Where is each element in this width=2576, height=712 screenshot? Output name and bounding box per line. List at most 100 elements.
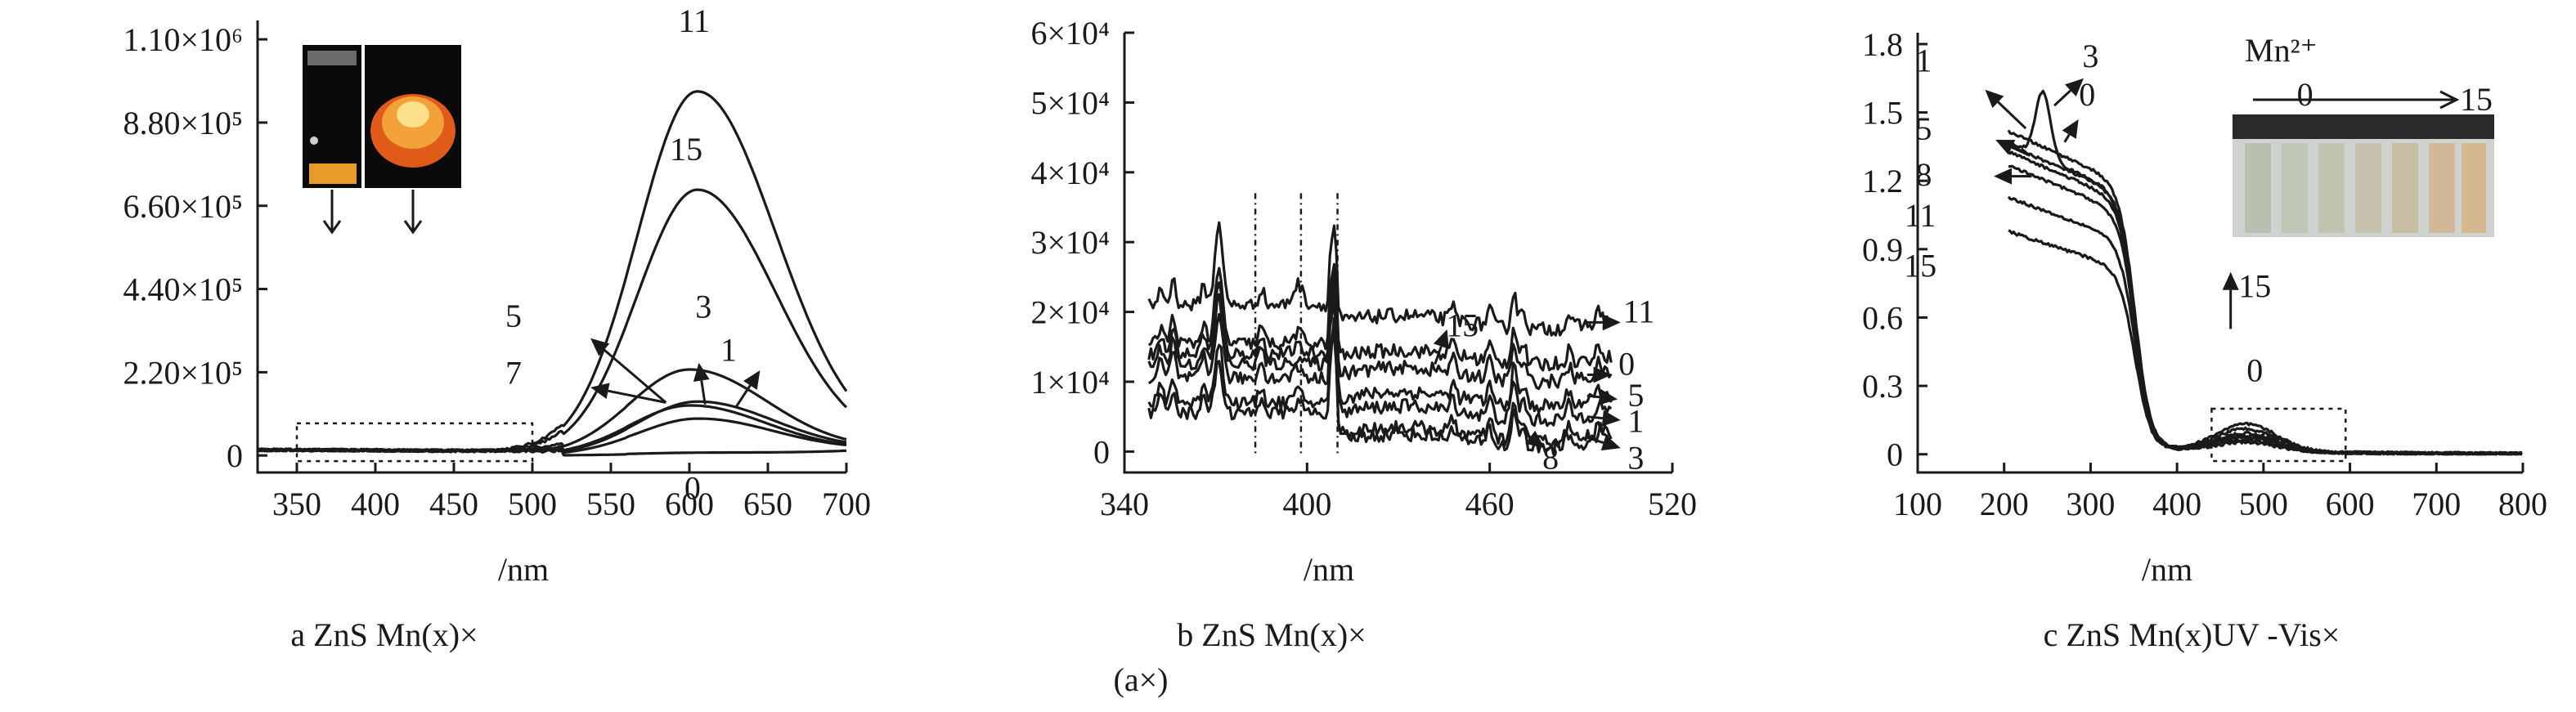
annotation-arrow	[2063, 133, 2071, 143]
panel-c-x-tick-label: 400	[2152, 486, 2201, 522]
panel-b-y-tick-label: 4×10⁴	[1030, 154, 1110, 191]
series-label-11: 11	[1623, 293, 1655, 329]
annotation-arrow	[1586, 394, 1600, 399]
panel-c-y-tick-label: 1.2	[1862, 163, 1903, 199]
series-label-0: 0	[2079, 76, 2095, 113]
panel-c-x-tick-label: 300	[2066, 486, 2115, 522]
inset-end-label: 15	[2460, 81, 2493, 118]
panel-b-x-tick-label: 340	[1100, 486, 1149, 522]
panel-b-x-tick-label: 520	[1648, 486, 1697, 522]
annotation-arrowhead	[1433, 329, 1449, 350]
panel-c-x-tick-label: 700	[2412, 486, 2461, 522]
panel-a-chart: 350 400 450 500 550 600 650 70002.20×10⁵4.40×10…	[123, 2, 871, 653]
panel-c-x-tick-label: 800	[2498, 486, 2547, 522]
annotation-arrowhead	[1525, 430, 1545, 449]
annotation-arrowhead	[693, 362, 710, 383]
panel-b-y-tick-label: 1×10⁴	[1030, 364, 1110, 401]
panel-b-caption-line2: (a×)	[1114, 661, 1169, 698]
series-label-15: 15	[1904, 247, 1936, 284]
series-label-1: 1	[1627, 402, 1644, 439]
series-label-15: 15	[1446, 307, 1479, 343]
panel-b-chart: 340 400 460 520 0 1×10⁴ 2×10⁴ 3×10⁴ 4×10⁴ 5×10⁴ 6×…	[1030, 15, 1697, 698]
inset-mn-label: Mn²⁺	[2245, 32, 2318, 69]
panel-b-x-tick-label: 400	[1282, 486, 1331, 522]
panel-c-chart: 100 200 300 400 500 600 700 80000.30.60.91.21.5…	[1862, 26, 2547, 653]
annotation-arrowhead	[743, 370, 761, 390]
series-label-11: 11	[679, 2, 711, 39]
panel-a-x-tick-label: 350	[272, 486, 321, 522]
panel-b-y-tick-label: 3×10⁴	[1030, 224, 1110, 261]
annotation-arrowhead	[1994, 168, 2013, 185]
zoom-region-box	[295, 422, 534, 463]
panel-c-axes: 100 200 300 400 500 600 700 80000.30.60.91.21.5…	[1862, 26, 2547, 522]
panel-c-x-tick-label: 100	[1893, 486, 1942, 522]
inset-arrow	[2253, 90, 2460, 110]
panel-b-x-tick-label: 460	[1465, 486, 1515, 522]
panel-a-y-tick-label: 0	[227, 437, 243, 474]
panel-b-x-axis-label: /nm	[1304, 551, 1354, 588]
series-label-5: 5	[1627, 377, 1644, 414]
panel-a-x-tick-label: 700	[822, 486, 871, 522]
panel-c-x-axis-label: /nm	[2142, 551, 2192, 588]
vials-photo-inset	[2233, 114, 2494, 237]
annotation-arrow	[1434, 346, 1443, 365]
annotation-arrowhead	[2065, 78, 2084, 97]
panel-a-x-tick-label: 550	[586, 486, 635, 522]
panel-b-axes: 340 400 460 520 0 1×10⁴ 2×10⁴ 3×10⁴ 4×10⁴ 5×10⁴ 6×…	[1030, 15, 1697, 522]
panel-c-y-tick-label: 1.8	[1862, 26, 1903, 63]
panel-b-caption: b ZnS Mn(x)×	[1177, 616, 1366, 653]
series-label-11: 11	[1905, 197, 1936, 234]
series-label-1: 1	[720, 331, 737, 368]
panel-b-y-tick-label: 2×10⁴	[1030, 294, 1110, 331]
annotation-arrow	[2011, 146, 2031, 157]
panel-a-axes: 350 400 450 500 550 600 650 70002.20×10⁵4.40×10…	[123, 20, 871, 522]
spectrum-curve-0	[1147, 273, 1613, 391]
zoom-region-box	[2210, 407, 2347, 463]
series-label-8: 8	[1542, 440, 1559, 477]
panel-c-y-tick-label: 1.5	[1862, 95, 1903, 132]
annotation-arrowhead	[2222, 271, 2239, 290]
panel-a-x-tick-label: 500	[508, 486, 557, 522]
series-label-8: 8	[1915, 156, 1932, 193]
series-label-0: 0	[1618, 345, 1635, 382]
annotation-arrow	[1586, 415, 1603, 420]
panel-c-x-tick-label: 500	[2239, 486, 2288, 522]
series-label-5: 5	[505, 298, 522, 334]
annotation-arrow	[735, 384, 752, 407]
series-label-5: 5	[1915, 110, 1932, 147]
panel-a-x-tick-label: 600	[665, 486, 714, 522]
series-label-0: 0	[684, 469, 701, 506]
series-label-1: 1	[1915, 42, 1932, 78]
annotation-arrow	[1997, 101, 2027, 130]
panel-a-caption: a ZnS Mn(x)×	[290, 616, 478, 653]
annotation-arrowhead	[1602, 314, 1621, 331]
panel-a-y-tick-label: 1.10×10⁶	[123, 21, 243, 58]
annotation-arrow	[1525, 432, 1532, 438]
absorption-curve-15	[2008, 229, 2523, 456]
panel-c-x-tick-label: 600	[2326, 486, 2375, 522]
panel-c-y-tick-label: 0.3	[1862, 368, 1903, 405]
emission-curve-0	[257, 447, 847, 457]
panel-c-caption: c ZnS Mn(x)UV -Vis×	[2044, 616, 2340, 653]
series-label-15: 15	[670, 131, 702, 168]
annotation-arrow	[1586, 436, 1604, 444]
series-label-3: 3	[1627, 440, 1644, 477]
annotation-arrowhead	[1985, 89, 2004, 109]
spectrum-curve-11	[1147, 221, 1613, 337]
panel-b-y-tick-label: 6×10⁴	[1030, 15, 1110, 51]
annotation-arrow	[608, 389, 666, 404]
panel-a-x-tick-label: 400	[351, 486, 400, 522]
panel-c-y-tick-label: 0.6	[1862, 299, 1903, 336]
annotation-arrowhead	[1599, 388, 1618, 405]
series-label-3: 3	[695, 288, 711, 325]
panel-a-y-tick-label: 6.60×10⁵	[123, 188, 243, 225]
annotation-arrowhead	[1995, 140, 2016, 155]
panel-a-y-tick-label: 8.80×10⁵	[123, 105, 243, 141]
panel-c-x-tick-label: 200	[1980, 486, 2029, 522]
series-label-0: 0	[2246, 352, 2263, 388]
annotation-arrowhead	[1601, 410, 1621, 427]
annotation-arrowhead	[590, 338, 610, 356]
annotation-arrow	[2053, 89, 2071, 107]
annotation-arrowhead	[2062, 119, 2079, 139]
